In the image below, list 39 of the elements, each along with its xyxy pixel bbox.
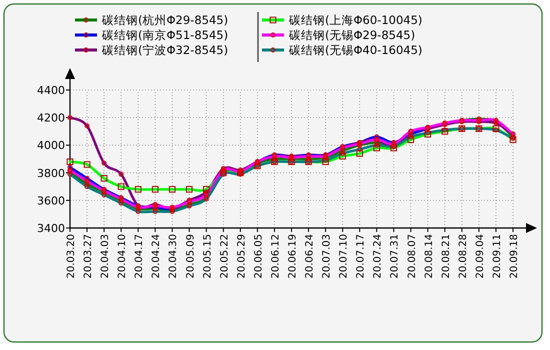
- x-tick-label: 20.08.07: [406, 234, 418, 279]
- x-tick-label: 20.09.11: [492, 234, 503, 279]
- x-tick-label: 20.09.18: [509, 234, 520, 279]
- x-tick-label: 20.07.31: [390, 234, 401, 279]
- y-tick-label: 4200: [37, 112, 65, 125]
- y-tick-label: 3600: [37, 194, 65, 208]
- y-tick-label: 3800: [37, 166, 65, 180]
- x-tick-label: 20.05.22: [219, 234, 230, 279]
- x-tick-label: 20.06.12: [270, 234, 282, 279]
- x-tick-label: 20.06.24: [304, 234, 316, 279]
- x-tick-label: 20.03.27: [83, 234, 94, 279]
- x-tick-label: 20.07.24: [372, 234, 384, 279]
- x-tick-label: 20.04.30: [168, 234, 180, 279]
- x-tick-label: 20.08.28: [458, 234, 469, 279]
- x-tick-label: 20.05.15: [202, 234, 214, 279]
- x-tick-label: 20.08.21: [440, 234, 452, 279]
- legend-label: 碳结钢(宁波Φ32-8545): [101, 43, 228, 57]
- legend-label: 碳结钢(无锡Φ40-16045): [288, 43, 422, 57]
- x-tick-label: 20.05.29: [236, 234, 248, 279]
- y-tick-label: 3400: [37, 222, 65, 235]
- x-tick-label: 20.06.19: [288, 234, 298, 279]
- x-tick-label: 20.07.03: [322, 234, 333, 279]
- x-tick-label: 20.08.14: [424, 234, 435, 279]
- y-tick-label: 4400: [37, 84, 65, 97]
- legend-label: 碳结钢(杭州Φ29-8545): [101, 13, 228, 27]
- x-tick-label: 20.06.05: [253, 234, 264, 279]
- x-tick-label: 20.05.09: [185, 234, 196, 279]
- x-tick-label: 20.04.24: [151, 234, 162, 279]
- x-tick-label: 20.04.03: [100, 234, 112, 279]
- y-tick-label: 4000: [37, 139, 65, 152]
- x-tick-label: 20.04.10: [117, 234, 128, 279]
- x-tick-label: 20.03.20: [66, 234, 77, 279]
- legend-label: 碳结钢(无锡Φ29-8545): [288, 28, 416, 42]
- x-tick-label: 20.04.17: [134, 234, 146, 279]
- legend-label: 碳结钢(上海Φ60-10045): [288, 13, 422, 27]
- x-tick-label: 20.07.17: [356, 234, 367, 279]
- x-tick-label: 20.09.04: [474, 234, 486, 279]
- x-tick-label: 20.07.10: [338, 234, 350, 279]
- legend-label: 碳结钢(南京Φ51-8545): [101, 28, 228, 42]
